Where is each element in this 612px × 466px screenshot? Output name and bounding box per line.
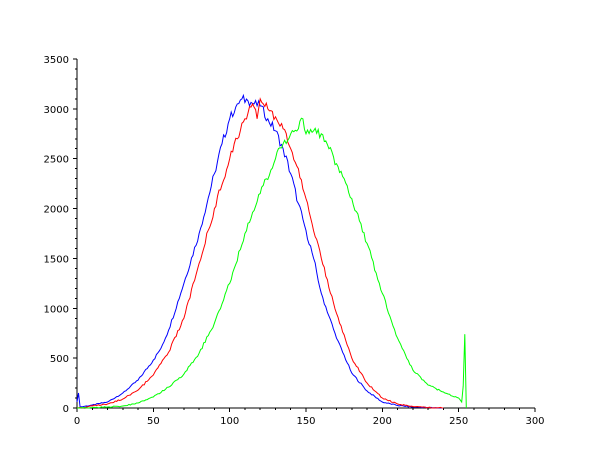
y-tick-label: 1000: [44, 304, 69, 315]
y-tick-label: 1500: [44, 254, 69, 265]
y-tick-label: 500: [50, 354, 69, 365]
x-tick-label: 250: [449, 416, 468, 427]
x-tick-label: 100: [220, 416, 239, 427]
series-line-3: [77, 117, 467, 409]
x-tick-label: 0: [74, 416, 80, 427]
series-layer: [76, 93, 467, 409]
x-tick-label: 150: [296, 416, 315, 427]
x-tick-label: 200: [373, 416, 392, 427]
y-tick-label: 2500: [44, 155, 69, 166]
x-tick-label: 300: [525, 416, 544, 427]
series-line-2: [76, 97, 444, 409]
x-tick-label: 50: [147, 416, 160, 427]
y-ticks: 0 500 1000 1500 2000 2500 3000 3500: [44, 55, 77, 415]
y-tick-label: 0: [63, 404, 69, 415]
axes: [76, 59, 535, 409]
x-ticks: 0 50 100 150 200 250 300: [74, 408, 545, 427]
y-tick-label: 2000: [44, 205, 69, 216]
y-tick-label: 3500: [44, 55, 69, 66]
y-tick-label: 3000: [44, 105, 69, 116]
series-line-1: [76, 93, 444, 409]
